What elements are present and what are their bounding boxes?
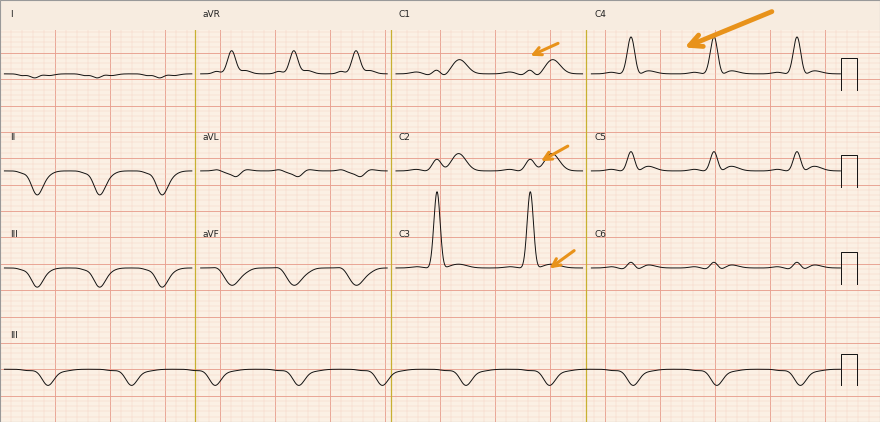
Text: C5: C5: [595, 133, 607, 142]
Bar: [0, 0, 880, 30]
Text: C2: C2: [399, 133, 410, 142]
Text: aVR: aVR: [202, 10, 220, 19]
Text: II: II: [11, 133, 16, 142]
Text: C4: C4: [595, 10, 606, 19]
Text: C3: C3: [399, 230, 411, 239]
Text: I: I: [11, 10, 13, 19]
Text: C1: C1: [399, 10, 411, 19]
Text: III: III: [11, 230, 18, 239]
Text: C6: C6: [595, 230, 607, 239]
Text: aVL: aVL: [202, 133, 219, 142]
Text: III: III: [11, 331, 18, 340]
Text: aVF: aVF: [202, 230, 219, 239]
